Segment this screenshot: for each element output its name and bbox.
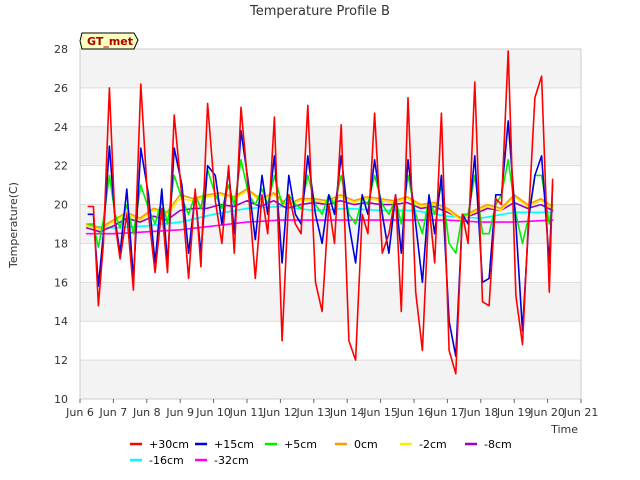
y-tick-label: 26 <box>54 82 68 95</box>
y-tick-label: 18 <box>54 237 68 250</box>
legend-label-0cm: 0cm <box>354 438 378 451</box>
y-axis-ticks: 10 12 14 16 18 20 22 24 26 28 <box>54 43 68 406</box>
plot-band <box>80 126 581 166</box>
y-tick-label: 12 <box>54 354 68 367</box>
y-tick-label: 16 <box>54 276 68 289</box>
x-axis-label: Time <box>550 423 578 436</box>
badge-shape <box>79 32 139 50</box>
x-tick-label: Jun 6 <box>65 406 94 419</box>
legend-label-+30cm: +30cm <box>149 438 189 451</box>
y-tick-label: 10 <box>54 393 68 406</box>
x-tick-label: Jun 13 <box>295 406 331 419</box>
legend-label-+5cm: +5cm <box>284 438 317 451</box>
x-tick-label: Jun 16 <box>396 406 432 419</box>
x-tick-label: Jun 19 <box>496 406 532 419</box>
x-tick-label: Jun 14 <box>329 406 365 419</box>
legend-label--8cm: -8cm <box>484 438 512 451</box>
x-tick-label: Jun 12 <box>262 406 298 419</box>
legend-label--32cm: -32cm <box>214 454 249 467</box>
x-tick-label: Jun 8 <box>132 406 161 419</box>
y-tick-label: 24 <box>54 121 68 134</box>
chart-title: Temperature Profile B <box>249 4 390 19</box>
y-tick-label: 22 <box>54 160 68 173</box>
x-tick-label: Jun 9 <box>165 406 194 419</box>
y-tick-label: 14 <box>54 315 68 328</box>
y-tick-label: 28 <box>54 43 68 56</box>
series-line-+15cm <box>87 120 554 358</box>
badge-label: GT_met <box>87 35 133 48</box>
x-tick-label: Jun 17 <box>429 406 465 419</box>
legend-label--16cm: -16cm <box>149 454 184 467</box>
plot-band <box>80 282 581 322</box>
y-tick-label: 20 <box>54 199 68 212</box>
plot-band <box>80 49 581 88</box>
x-tick-label: Jun 15 <box>362 406 398 419</box>
station-badge: GT_met <box>79 32 139 50</box>
x-tick-label: Jun 11 <box>229 406 265 419</box>
y-axis-label: Temperature(C) <box>7 182 20 269</box>
plot-bands <box>80 49 581 399</box>
series-line-+30cm <box>87 50 554 375</box>
legend-label-+15cm: +15cm <box>214 438 254 451</box>
x-tick-label: Jun 10 <box>195 406 231 419</box>
legend: +30cm +15cm +5cm 0cm -2cm -8cm -16cm -32cm <box>130 438 512 467</box>
x-tick-label: Jun 21 <box>563 406 599 419</box>
plot-frame <box>79 48 582 400</box>
legend-label--2cm: -2cm <box>419 438 447 451</box>
x-tick-label: Jun 7 <box>99 406 128 419</box>
x-tick-label: Jun 18 <box>462 406 498 419</box>
plot-band <box>80 360 581 399</box>
x-tick-label: Jun 20 <box>529 406 565 419</box>
series-lines <box>85 50 554 375</box>
